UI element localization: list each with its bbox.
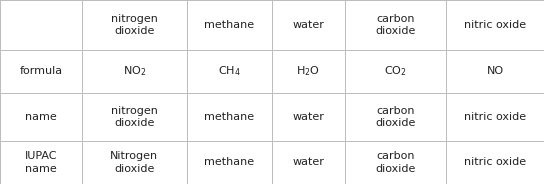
Text: water: water xyxy=(293,157,324,167)
Text: methane: methane xyxy=(204,157,255,167)
Text: name: name xyxy=(25,112,57,122)
Text: NO: NO xyxy=(486,66,504,76)
Text: methane: methane xyxy=(204,112,255,122)
Text: CO$_2$: CO$_2$ xyxy=(384,64,407,78)
Text: carbon
dioxide: carbon dioxide xyxy=(375,151,416,174)
Text: methane: methane xyxy=(204,20,255,30)
Text: H$_2$O: H$_2$O xyxy=(296,64,320,78)
Text: nitric oxide: nitric oxide xyxy=(464,112,526,122)
Text: water: water xyxy=(293,112,324,122)
Text: Nitrogen
dioxide: Nitrogen dioxide xyxy=(110,151,158,174)
Text: formula: formula xyxy=(20,66,63,76)
Text: nitric oxide: nitric oxide xyxy=(464,157,526,167)
Text: nitrogen
dioxide: nitrogen dioxide xyxy=(111,106,158,128)
Text: water: water xyxy=(293,20,324,30)
Text: CH$_4$: CH$_4$ xyxy=(218,64,240,78)
Text: nitrogen
dioxide: nitrogen dioxide xyxy=(111,14,158,36)
Text: NO$_2$: NO$_2$ xyxy=(123,64,146,78)
Text: carbon
dioxide: carbon dioxide xyxy=(375,14,416,36)
Text: IUPAC
name: IUPAC name xyxy=(25,151,57,174)
Text: carbon
dioxide: carbon dioxide xyxy=(375,106,416,128)
Text: nitric oxide: nitric oxide xyxy=(464,20,526,30)
